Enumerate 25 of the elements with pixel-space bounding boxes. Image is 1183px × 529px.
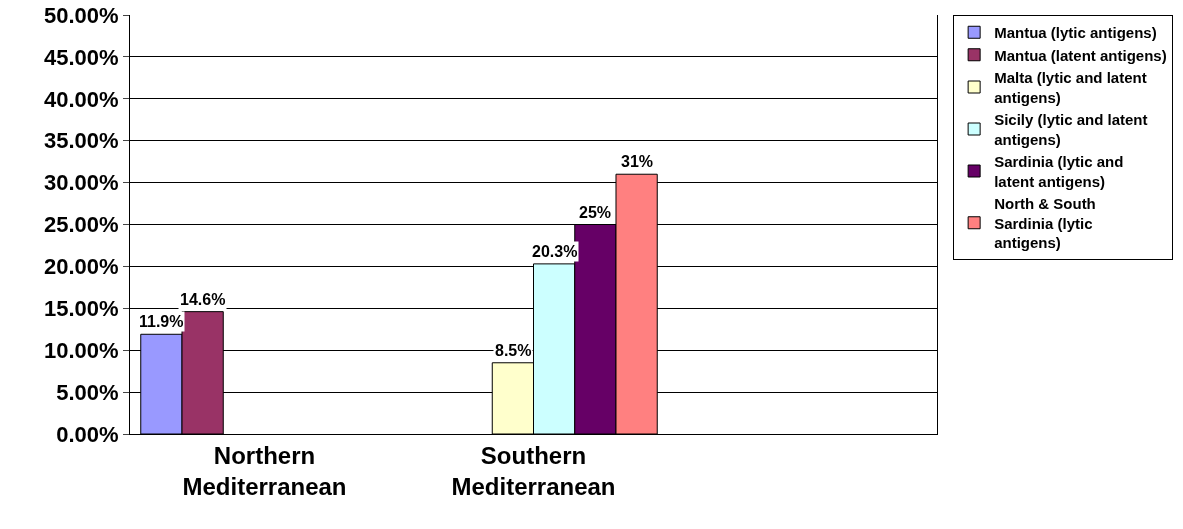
y-tick-label: 40.00% (43, 86, 119, 112)
legend-label: Sicily (lytic and latent antigens) (994, 111, 1148, 148)
y-tick-label: 50.00% (43, 2, 119, 28)
data-label: 20.3% (532, 243, 578, 260)
data-label: 14.6% (180, 291, 226, 308)
data-label: 11.9% (139, 313, 184, 330)
y-tick-label: 45.00% (43, 44, 119, 70)
legend-label: Malta (lytic and latent antigens) (994, 69, 1147, 106)
x-tick-label: Northern Mediterranean (182, 441, 347, 500)
y-tick-label: 10.00% (43, 337, 119, 363)
y-tick-label: 20.00% (43, 254, 119, 280)
data-label: 31% (621, 153, 654, 170)
data-label: 8.5% (495, 342, 532, 359)
legend-label: Mantua (lytic antigens) (994, 24, 1157, 42)
y-tick-label: 5.00% (56, 379, 119, 405)
legend-label: Mantua (latent antigens) (994, 46, 1167, 64)
legend-label: North & South Sardinia (lytic antigens) (994, 195, 1096, 252)
y-tick-label: 30.00% (43, 170, 119, 196)
x-tick-label: Southern Mediterranean (451, 441, 616, 500)
y-tick-label: 0.00% (56, 421, 119, 447)
y-tick-label: 35.00% (43, 128, 119, 154)
y-tick-label: 15.00% (43, 296, 119, 321)
legend-label: Sardinia (lytic and latent antigens) (994, 153, 1124, 190)
y-tick-label: 25.00% (43, 212, 119, 238)
data-label: 25% (579, 204, 612, 221)
